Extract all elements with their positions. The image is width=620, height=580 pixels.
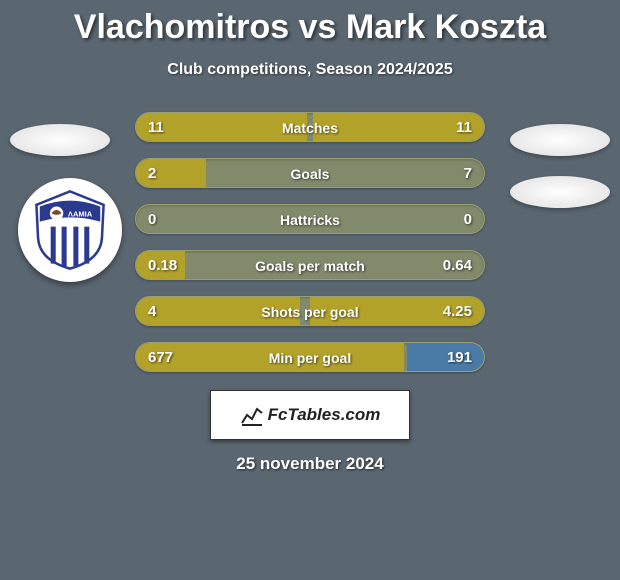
comparison-title: Vlachomitros vs Mark Koszta: [0, 0, 620, 47]
comparison-subtitle: Club competitions, Season 2024/2025: [0, 61, 620, 79]
brand-chart-icon: [240, 403, 264, 427]
brand-label: FcTables.com: [268, 405, 381, 425]
club-badge-icon: ΛΑΜΙΑ: [28, 188, 112, 272]
brand-badge[interactable]: FcTables.com: [210, 390, 410, 440]
stat-row: 4Shots per goal4.25: [135, 296, 485, 326]
stat-row: 2Goals7: [135, 158, 485, 188]
stat-label: Min per goal: [136, 343, 484, 372]
stat-label: Shots per goal: [136, 297, 484, 326]
stat-row: 11Matches11: [135, 112, 485, 142]
stat-value-right: 191: [447, 343, 472, 372]
stat-row: 0Hattricks0: [135, 204, 485, 234]
player-right-placeholder-2: [510, 176, 610, 208]
stat-row: 0.18Goals per match0.64: [135, 250, 485, 280]
player-right-placeholder-1: [510, 124, 610, 156]
club-badge: ΛΑΜΙΑ: [18, 178, 122, 282]
stat-value-right: 0: [464, 205, 472, 234]
stat-value-right: 4.25: [443, 297, 472, 326]
stat-label: Hattricks: [136, 205, 484, 234]
comparison-date: 25 november 2024: [0, 454, 620, 474]
stat-label: Matches: [136, 113, 484, 142]
player-left-placeholder: [10, 124, 110, 156]
stat-row: 677Min per goal191: [135, 342, 485, 372]
stat-value-right: 11: [456, 113, 472, 142]
stat-value-right: 0.64: [443, 251, 472, 280]
badge-text: ΛΑΜΙΑ: [68, 210, 93, 219]
stat-label: Goals per match: [136, 251, 484, 280]
stat-label: Goals: [136, 159, 484, 188]
stats-container: 11Matches11 2Goals7 0Hattricks0 0.18Goals p…: [135, 112, 485, 388]
stat-value-right: 7: [464, 159, 472, 188]
